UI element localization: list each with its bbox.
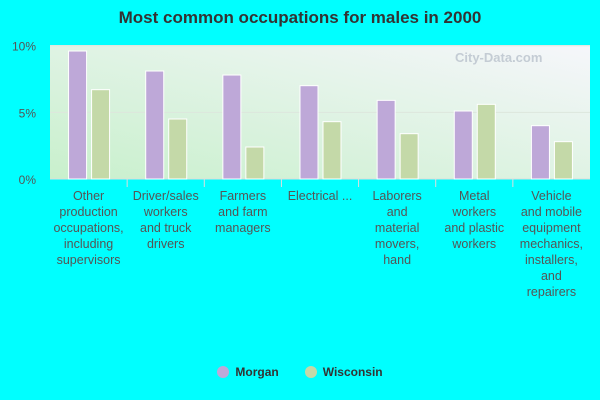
- x-tick-label: material: [375, 221, 419, 235]
- x-tick-label: and plastic: [444, 221, 504, 235]
- x-tick-label: Vehicle: [531, 189, 571, 203]
- bar-wisconsin: [553, 141, 573, 180]
- x-tick-label: Other: [73, 189, 104, 203]
- x-tick-label: Driver/sales: [133, 189, 199, 203]
- chart-title: Most common occupations for males in 200…: [118, 8, 482, 27]
- bar-morgan: [299, 85, 319, 180]
- bar-wisconsin: [91, 89, 111, 180]
- x-tick-label: production: [59, 205, 117, 219]
- legend-item-wisconsin: Wisconsin: [304, 365, 383, 379]
- x-tick-label: Electrical ...: [288, 189, 353, 203]
- bar-morgan: [222, 74, 242, 180]
- legend-swatch-morgan: [217, 366, 230, 378]
- bar-wisconsin: [168, 118, 188, 180]
- x-tick-label: and: [541, 269, 562, 283]
- x-tick-label: and truck: [140, 221, 192, 235]
- legend-item-morgan: Morgan: [217, 365, 279, 379]
- bar-morgan: [530, 125, 550, 180]
- x-tick-label: equipment: [522, 221, 581, 235]
- x-tick-label: supervisors: [57, 253, 121, 267]
- x-tick-label: mechanics,: [520, 237, 583, 251]
- bar-morgan: [376, 99, 396, 180]
- bar-wisconsin: [322, 121, 342, 180]
- x-tick-label: workers: [451, 237, 496, 251]
- x-tick-label: workers: [143, 205, 188, 219]
- watermark: City-Data.com: [455, 50, 543, 65]
- x-tick-label: drivers: [147, 237, 185, 251]
- x-tick-label: workers: [451, 205, 496, 219]
- bar-morgan: [145, 70, 165, 180]
- x-tick-label: and: [387, 205, 408, 219]
- legend: Morgan Wisconsin: [0, 365, 600, 379]
- x-tick-label: Metal: [459, 189, 490, 203]
- y-tick-label: 0%: [19, 173, 37, 187]
- x-tick-label: movers,: [375, 237, 419, 251]
- y-tick-label: 5%: [19, 106, 37, 120]
- x-tick-label: and mobile: [521, 205, 582, 219]
- legend-swatch-wisconsin: [304, 366, 317, 378]
- bar-morgan: [453, 110, 473, 180]
- x-tick-label: repairers: [527, 285, 576, 299]
- x-tick-label: occupations,: [53, 221, 123, 235]
- bar-wisconsin: [476, 103, 496, 180]
- y-tick-label: 10%: [12, 40, 36, 54]
- x-tick-label: and farm: [218, 205, 267, 219]
- x-tick-label: Farmers: [220, 189, 267, 203]
- bar-wisconsin: [399, 133, 419, 180]
- x-tick-label: Laborers: [372, 189, 421, 203]
- x-tick-label: hand: [383, 253, 411, 267]
- bar-wisconsin: [245, 146, 265, 180]
- x-tick-label: including: [64, 237, 113, 251]
- bar-morgan: [68, 50, 88, 180]
- x-tick-label: managers: [215, 221, 271, 235]
- x-tick-label: installers,: [525, 253, 578, 267]
